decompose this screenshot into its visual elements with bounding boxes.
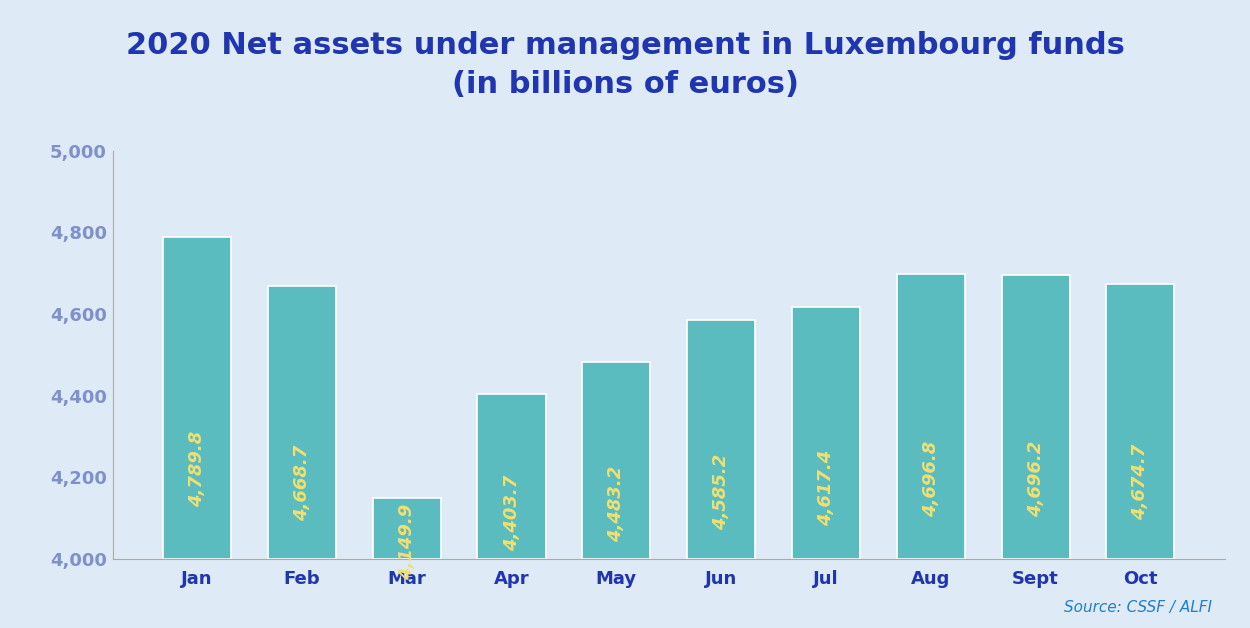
Bar	[582, 362, 650, 559]
Text: 4,403.7: 4,403.7	[503, 475, 520, 551]
Bar	[688, 320, 755, 559]
Text: 4,668.7: 4,668.7	[292, 445, 311, 521]
Text: Source: CSSF / ALFI: Source: CSSF / ALFI	[1065, 600, 1212, 615]
Text: 2020 Net assets under management in Luxembourg funds
(in billions of euros): 2020 Net assets under management in Luxe…	[125, 31, 1125, 99]
Bar	[1001, 274, 1070, 559]
Bar	[372, 498, 441, 559]
Text: 4,789.8: 4,789.8	[189, 431, 206, 507]
Text: 4,585.2: 4,585.2	[712, 454, 730, 530]
Bar	[268, 286, 336, 559]
Text: 4,149.9: 4,149.9	[398, 504, 416, 580]
Bar	[162, 237, 231, 559]
Text: 4,696.8: 4,696.8	[921, 441, 940, 517]
Bar	[896, 274, 965, 559]
Bar	[478, 394, 545, 559]
Bar	[792, 307, 860, 559]
Text: 4,617.4: 4,617.4	[818, 450, 835, 526]
Text: 4,483.2: 4,483.2	[608, 465, 625, 542]
Text: 4,696.2: 4,696.2	[1026, 441, 1045, 517]
Text: 4,674.7: 4,674.7	[1131, 443, 1149, 520]
Bar	[1106, 283, 1175, 559]
